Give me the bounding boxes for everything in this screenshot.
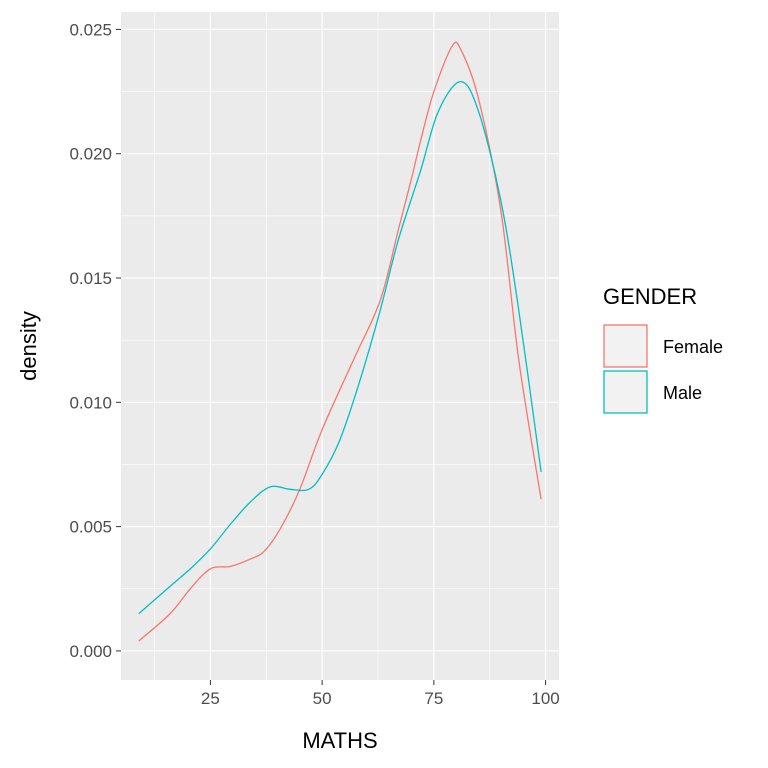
legend-title: GENDER xyxy=(603,284,697,309)
x-tick-label: 75 xyxy=(424,689,443,708)
x-axis-ticks: 25 50 75 100 xyxy=(201,680,560,708)
x-axis-title: MATHS xyxy=(302,728,377,753)
y-tick-label: 0.000 xyxy=(69,642,112,661)
minor-gridlines xyxy=(121,12,559,680)
plot-panel xyxy=(121,12,559,680)
x-tick-label: 25 xyxy=(201,689,220,708)
y-axis-title: density xyxy=(16,311,41,381)
legend-label-female: Female xyxy=(663,337,723,357)
y-tick-label: 0.005 xyxy=(69,518,112,537)
legend-key-male xyxy=(603,370,648,414)
legend-key-female xyxy=(603,324,648,368)
y-tick-label: 0.020 xyxy=(69,145,112,164)
y-axis-ticks: 0.000 0.005 0.010 0.015 0.020 0.025 xyxy=(69,20,121,661)
y-tick-label: 0.015 xyxy=(69,269,112,288)
y-tick-label: 0.010 xyxy=(69,393,112,412)
density-lines xyxy=(138,41,542,642)
density-line-female xyxy=(138,41,542,642)
legend-label-male: Male xyxy=(663,383,702,403)
density-line-male xyxy=(138,80,542,615)
legend: GENDER Female Male xyxy=(603,284,723,414)
x-tick-label: 100 xyxy=(531,689,559,708)
y-tick-label: 0.025 xyxy=(69,20,112,39)
x-tick-label: 50 xyxy=(313,689,332,708)
